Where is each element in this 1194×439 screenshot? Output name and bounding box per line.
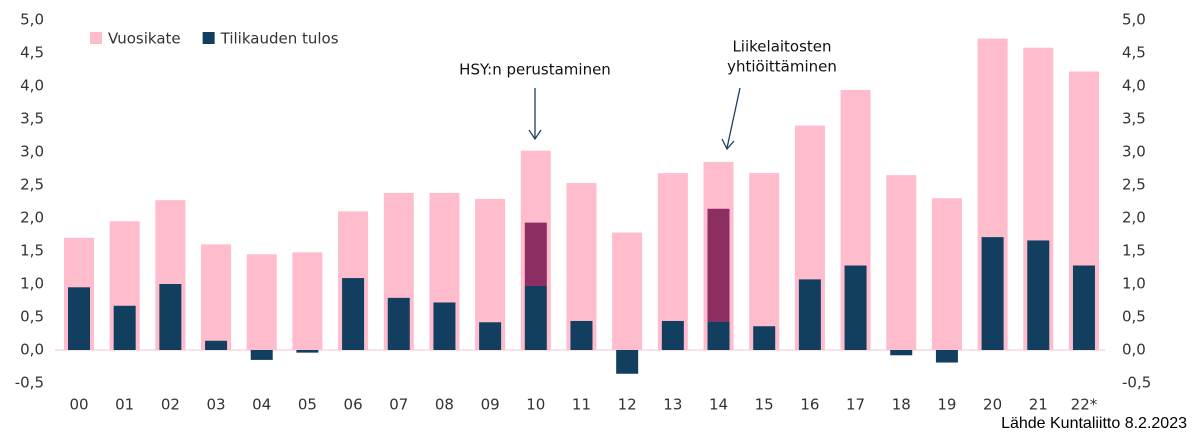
y2-tick-label: 3,0 xyxy=(1122,143,1146,161)
bar xyxy=(931,198,962,350)
bar xyxy=(886,175,917,350)
bar xyxy=(1027,240,1050,350)
y2-tick-label: 5,0 xyxy=(1122,11,1146,29)
y-tick-label: 1,0 xyxy=(20,275,44,293)
x-tick-label: 22* xyxy=(1071,396,1098,414)
y-tick-label: 3,0 xyxy=(20,143,44,161)
x-tick-label: 18 xyxy=(892,396,911,414)
bar xyxy=(201,244,232,350)
y2-tick-label: 2,0 xyxy=(1122,209,1146,227)
y2-tick-label: 1,0 xyxy=(1122,275,1146,293)
bar xyxy=(433,302,456,350)
x-tick-label: 09 xyxy=(481,396,500,414)
y2-tick-label: 0,5 xyxy=(1122,308,1146,326)
bar xyxy=(524,285,547,350)
x-tick-label: 19 xyxy=(937,396,956,414)
x-tick-label: 11 xyxy=(572,396,591,414)
y-tick-label: 4,0 xyxy=(20,77,44,95)
x-tick-label: 05 xyxy=(298,396,317,414)
legend-swatch xyxy=(202,32,215,44)
bar xyxy=(296,350,319,353)
bar xyxy=(342,278,365,350)
bar xyxy=(250,350,273,360)
y2-tick-label: 2,5 xyxy=(1122,176,1146,194)
y-tick-label: -0,5 xyxy=(15,374,44,392)
bar xyxy=(68,287,90,350)
x-tick-label: 20 xyxy=(983,396,1002,414)
source: Lähde Kuntaliitto 8.2.2023 xyxy=(1001,415,1187,432)
legend-label: Vuosikate xyxy=(108,30,181,48)
bar xyxy=(661,320,684,350)
bar xyxy=(844,265,867,350)
bar xyxy=(753,326,776,350)
bar xyxy=(657,173,688,350)
bar xyxy=(707,321,730,350)
y-tick-label: 2,0 xyxy=(20,209,44,227)
y-tick-label: 2,5 xyxy=(20,176,44,194)
x-tick-label: 03 xyxy=(206,396,225,414)
x-tick-label: 01 xyxy=(115,396,134,414)
bar xyxy=(570,320,593,350)
x-tick-label: 07 xyxy=(389,396,408,414)
bar xyxy=(1072,265,1095,350)
x-tick-label: 16 xyxy=(800,396,819,414)
legend-swatch xyxy=(90,32,102,44)
bar xyxy=(749,173,780,350)
annotation: HSY:n perustaminen xyxy=(459,61,611,79)
bar xyxy=(387,297,410,350)
y2-tick-label: -0,5 xyxy=(1122,374,1151,392)
bar xyxy=(612,232,643,350)
bar xyxy=(159,284,182,350)
bar xyxy=(205,340,228,350)
y-tick-label: 1,5 xyxy=(20,242,44,260)
legend-label: Tilikauden tulos xyxy=(220,30,339,48)
arrow xyxy=(721,87,741,151)
y2-tick-label: 4,0 xyxy=(1122,77,1146,95)
y2-tick-label: 0,0 xyxy=(1122,341,1146,359)
annotation: Liikelaitosten xyxy=(732,38,831,56)
x-tick-label: 15 xyxy=(755,396,774,414)
bar xyxy=(292,252,323,350)
y-tick-label: 5,0 xyxy=(20,11,44,29)
x-tick-label: 02 xyxy=(161,396,180,414)
bar xyxy=(798,279,821,350)
bar xyxy=(707,208,730,322)
x-tick-label: 12 xyxy=(618,396,637,414)
bar xyxy=(935,350,958,363)
bar xyxy=(524,222,547,286)
bar xyxy=(113,305,136,350)
y2-tick-label: 4,5 xyxy=(1122,44,1146,62)
x-tick-label: 10 xyxy=(526,396,545,414)
annotation: yhtiöittäminen xyxy=(727,58,837,76)
bar xyxy=(479,322,502,350)
x-tick-label: 13 xyxy=(663,396,682,414)
bar xyxy=(616,350,639,374)
annotation-arrows xyxy=(528,87,741,151)
y-tick-label: 0,0 xyxy=(20,341,44,359)
bar xyxy=(981,237,1004,350)
x-tick-label: 00 xyxy=(69,396,88,414)
x-tick-label: 08 xyxy=(435,396,454,414)
y-tick-label: 4,5 xyxy=(20,44,44,62)
bar xyxy=(890,350,913,356)
y2-tick-label: 3,5 xyxy=(1122,110,1146,128)
arrow xyxy=(528,88,542,141)
y-tick-label: 3,5 xyxy=(20,110,44,128)
bar xyxy=(246,254,277,350)
x-tick-label: 21 xyxy=(1029,396,1048,414)
x-tick-label: 17 xyxy=(846,396,865,414)
x-tick-label: 04 xyxy=(252,396,271,414)
y2-tick-label: 1,5 xyxy=(1122,242,1146,260)
y-tick-label: 0,5 xyxy=(20,308,44,326)
x-tick-label: 06 xyxy=(344,396,363,414)
x-tick-label: 14 xyxy=(709,396,728,414)
